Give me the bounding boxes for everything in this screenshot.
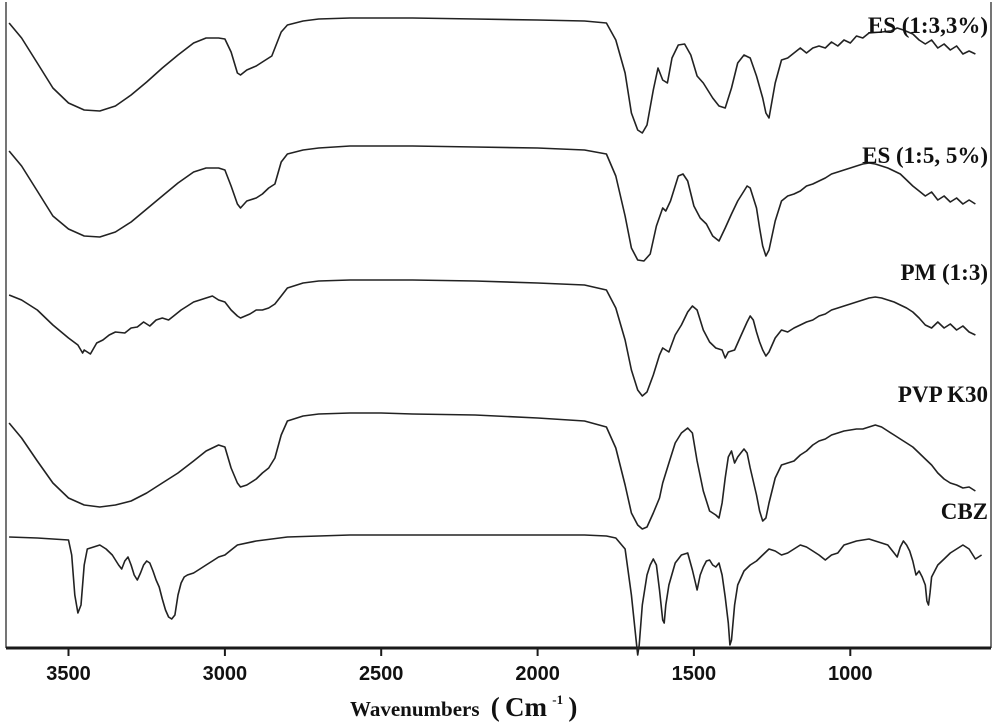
x-axis-unit: Cm xyxy=(505,692,547,722)
x-tick-label-2000: 2000 xyxy=(515,663,560,685)
x-axis-title-text: Wavenumbers xyxy=(350,697,480,721)
x-axis-unit-open: ( xyxy=(491,692,500,722)
x-tick-label-2500: 2500 xyxy=(359,663,404,685)
series-label-2: ES (1:5, 5%) xyxy=(862,143,988,168)
spectrum-line-2 xyxy=(8,145,976,262)
series-label-1: ES (1:3,3%) xyxy=(868,13,988,38)
x-tick-label-3000: 3000 xyxy=(203,663,248,685)
x-axis-unit-close: ) xyxy=(568,692,577,722)
x-tick-label-1500: 1500 xyxy=(672,663,717,685)
x-tick-label-3500: 3500 xyxy=(46,663,91,685)
x-axis-unit-superscript: -1 xyxy=(552,692,563,707)
series-labels-group: ES (1:3,3%) ES (1:5, 5%) PM (1:3) PVP K30 CB… xyxy=(862,13,988,524)
spectra-group xyxy=(8,17,983,656)
x-tick-label-1000: 1000 xyxy=(828,663,873,685)
spectrum-line-1 xyxy=(8,17,976,134)
spectrum-line-5 xyxy=(9,534,983,656)
series-label-4: PVP K30 xyxy=(898,382,988,407)
series-label-3: PM (1:3) xyxy=(901,260,989,285)
x-ticks-group: 3500 3000 2500 2000 1500 1000 xyxy=(46,648,873,685)
spectrum-line-4 xyxy=(8,412,976,530)
series-label-5: CBZ xyxy=(941,499,988,524)
x-axis-title: Wavenumbers ( Cm -1 ) xyxy=(350,685,577,722)
spectrum-line-3 xyxy=(8,279,976,397)
